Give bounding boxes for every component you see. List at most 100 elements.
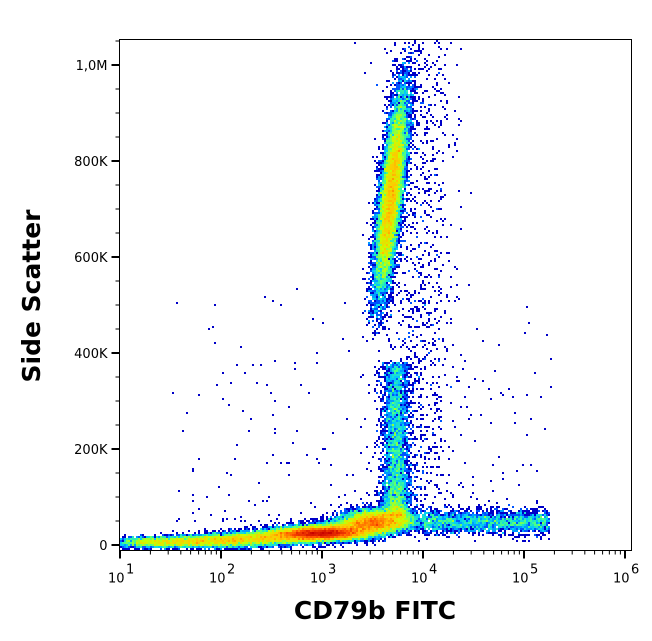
density-bin: [338, 524, 340, 526]
density-bin: [408, 524, 410, 526]
density-bin: [388, 140, 390, 142]
density-bin: [376, 320, 378, 322]
density-bin: [396, 92, 398, 94]
density-bin: [282, 542, 284, 544]
density-bin: [260, 548, 262, 550]
density-bin: [380, 520, 382, 522]
density-bin: [400, 146, 402, 148]
density-bin: [398, 146, 400, 148]
density-bin: [166, 546, 168, 548]
density-bin: [396, 188, 398, 190]
density-bin: [386, 254, 388, 256]
density-bin: [250, 544, 252, 546]
density-bin: [172, 546, 174, 548]
density-bin: [386, 472, 388, 474]
density-bin: [384, 454, 386, 456]
density-bin: [390, 504, 392, 506]
density-bin: [310, 542, 312, 544]
density-bin: [362, 530, 364, 532]
density-bin: [380, 534, 382, 536]
density-bin: [406, 498, 408, 500]
density-bin: [394, 434, 396, 436]
density-bin: [412, 90, 414, 92]
density-bin: [392, 134, 394, 136]
density-bin: [298, 542, 300, 544]
density-bin: [392, 176, 394, 178]
density-bin: [386, 398, 388, 400]
density-bin: [376, 266, 378, 268]
density-bin: [400, 510, 402, 512]
density-bin: [404, 170, 406, 172]
density-bin: [376, 248, 378, 250]
density-bin: [380, 212, 382, 214]
density-bin: [478, 516, 480, 518]
density-bin: [198, 538, 200, 540]
density-bin: [406, 168, 408, 170]
density-bin: [396, 240, 398, 242]
density-bin: [376, 408, 378, 410]
density-bin: [386, 136, 388, 138]
density-bin: [384, 518, 386, 520]
density-bin: [454, 510, 456, 512]
density-bin: [364, 506, 366, 508]
density-bin: [290, 544, 292, 546]
density-bin: [362, 516, 364, 518]
density-bin: [376, 226, 378, 228]
density-bin: [402, 528, 404, 530]
density-bin: [176, 536, 178, 538]
density-bin: [540, 536, 542, 538]
density-bin: [464, 530, 466, 532]
density-bin: [300, 544, 302, 546]
density-bin: [404, 480, 406, 482]
density-bin: [390, 164, 392, 166]
density-bin: [382, 506, 384, 508]
density-bin: [382, 164, 384, 166]
density-bin: [396, 166, 398, 168]
density-bin: [390, 534, 392, 536]
density-bin: [188, 544, 190, 546]
density-bin: [514, 518, 516, 520]
density-bin: [388, 156, 390, 158]
density-bin: [384, 134, 386, 136]
density-bin: [390, 290, 392, 292]
density-bin: [196, 546, 198, 548]
density-bin: [354, 536, 356, 538]
density-bin: [400, 80, 402, 82]
density-bin: [438, 526, 440, 528]
density-bin: [428, 512, 430, 514]
density-bin: [384, 522, 386, 524]
density-bin: [498, 516, 500, 518]
density-bin: [334, 518, 336, 520]
density-bin: [388, 520, 390, 522]
density-bin: [372, 234, 374, 236]
density-bin: [498, 522, 500, 524]
density-bin: [200, 540, 202, 542]
density-bin: [190, 548, 192, 550]
density-bin: [392, 450, 394, 452]
density-bin: [310, 528, 312, 530]
density-bin: [120, 544, 122, 546]
density-bin: [404, 370, 406, 372]
density-bin: [374, 226, 376, 228]
density-bin: [366, 520, 368, 522]
density-bin: [382, 168, 384, 170]
density-bin: [272, 532, 274, 534]
density-bin: [426, 530, 428, 532]
density-bin: [398, 186, 400, 188]
density-bin: [394, 240, 396, 242]
density-bin: [406, 514, 408, 516]
density-bin: [390, 386, 392, 388]
density-bin: [382, 196, 384, 198]
density-bin: [336, 542, 338, 544]
density-bin: [402, 390, 404, 392]
density-bin: [376, 272, 378, 274]
density-bin: [266, 526, 268, 528]
density-bin: [262, 526, 264, 528]
density-bin: [352, 522, 354, 524]
density-bin: [384, 140, 386, 142]
density-bin: [228, 536, 230, 538]
density-bin: [386, 312, 388, 314]
density-bin: [394, 518, 396, 520]
density-bin: [392, 152, 394, 154]
density-bin: [284, 528, 286, 530]
